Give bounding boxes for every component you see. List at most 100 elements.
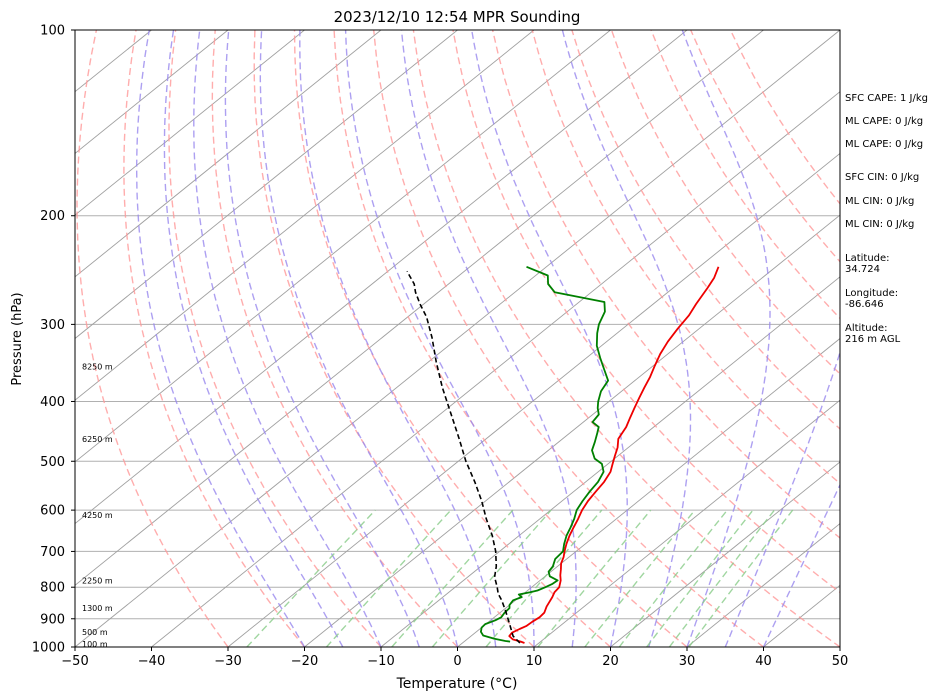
dry-adiabat-line [123, 30, 306, 647]
x-tick-label: −20 [291, 654, 318, 669]
y-tick-label: 1000 [32, 641, 65, 656]
mixing-ratio-line [431, 509, 552, 647]
altitude-text: Altitude: 216 m AGL [845, 323, 901, 345]
y-tick-label: 400 [40, 395, 65, 410]
isotherm-line [75, 30, 535, 401]
moist-adiabat-line [299, 30, 497, 647]
moist-adiabat-line [136, 30, 306, 647]
mixing-ratio-line [325, 509, 452, 647]
mixing-ratio-line [646, 509, 754, 647]
y-tick-label: 900 [40, 612, 65, 627]
dry-adiabat-line [211, 30, 458, 647]
moist-adiabat-line [724, 30, 840, 647]
moist-adiabat-line [344, 30, 535, 647]
mixing-ratio-line [391, 509, 514, 647]
dry-adiabat-line [168, 30, 382, 647]
x-tick-label: −40 [138, 654, 165, 669]
height-label: 500 m [82, 628, 108, 637]
isotherm-line [75, 30, 764, 586]
height-labels: 100 m 500 m 1300 m 2250 m 4250 m 6250 m 8250 m [82, 362, 113, 649]
sfc-cin-text: SFC CIN: 0 J/kg [845, 172, 920, 183]
longitude-text: Longitude: -86.646 [845, 288, 899, 310]
isotherm-line [686, 523, 840, 647]
isotherm-line [75, 30, 458, 340]
dry-adiabat-line [373, 30, 764, 647]
ml-cape-text-2: ML CAPE: 0 J/kg [845, 139, 924, 150]
ml-cin-text: ML CIN: 0 J/kg [845, 196, 915, 207]
y-tick-label: 600 [40, 504, 65, 519]
height-label: 100 m [82, 640, 108, 649]
y-axis-label: Pressure (hPa) [10, 292, 25, 385]
mixing-ratio-line [485, 509, 603, 647]
mixing-ratio-line [537, 509, 652, 647]
x-tick-label: −10 [367, 654, 394, 669]
isotherm-line [75, 30, 382, 278]
ml-cin-text-2: ML CIN: 0 J/kg [845, 219, 915, 230]
dry-adiabat-line [571, 30, 840, 430]
moist-adiabat-line [193, 30, 382, 647]
dry-adiabat-line [531, 30, 840, 485]
isotherm-line [75, 30, 611, 463]
dry-adiabat-line [491, 30, 840, 539]
y-tick-label: 200 [40, 209, 65, 224]
isotherm-line [610, 461, 840, 647]
x-tick-label: 10 [526, 654, 543, 669]
mixing-ratio-line [688, 509, 794, 647]
x-tick-label: −50 [61, 654, 88, 669]
isotherm-line [151, 91, 840, 647]
isotherm-line [533, 399, 840, 647]
moist-adiabat-line [561, 30, 692, 647]
mixing-ratio-line [584, 509, 696, 647]
moist-adiabat-line [259, 30, 459, 647]
x-tick-label: −30 [214, 654, 241, 669]
height-label: 6250 m [82, 435, 113, 444]
parcel-trace [406, 270, 521, 644]
height-label: 2250 m [82, 576, 113, 585]
dry-adiabat-line [253, 30, 535, 647]
x-tick-label: 50 [832, 654, 849, 669]
mixing-ratio-line [668, 509, 775, 647]
ml-cape-text: ML CAPE: 0 J/kg [845, 116, 924, 127]
isotherm-line [75, 30, 229, 154]
isotherm-line [75, 30, 688, 525]
dry-adiabat-line [452, 30, 840, 594]
x-tick-label: 0 [453, 654, 461, 669]
y-tick-label: 300 [40, 318, 65, 333]
sounding-traces [406, 265, 720, 644]
x-tick-label: 20 [602, 654, 619, 669]
dry-adiabat-line [76, 30, 229, 647]
sfc-cape-text: SFC CAPE: 1 J/kg [845, 93, 928, 104]
moist-adiabat-line [681, 30, 771, 647]
moist-adiabat-line [471, 30, 628, 647]
mixing-ratio-line [246, 509, 376, 647]
x-tick-label: 30 [679, 654, 696, 669]
dry-adiabat-line [333, 30, 688, 647]
chart-title: 2023/12/10 12:54 MPR Sounding [334, 8, 581, 26]
isotherm-line [457, 337, 840, 647]
height-label: 1300 m [82, 604, 113, 613]
y-tick-label: 700 [40, 545, 65, 560]
isotherm-line [75, 30, 305, 216]
temperature-trace [508, 266, 720, 644]
y-tick-label: 800 [40, 581, 65, 596]
height-label: 8250 m [82, 362, 113, 371]
isotherm-line [75, 30, 840, 647]
moist-adiabat-line [224, 30, 420, 647]
dry-adiabat-line [610, 30, 840, 375]
dry-adiabat-line [293, 30, 611, 647]
y-tick-label: 500 [40, 455, 65, 470]
mixing-ratio-line [618, 509, 728, 647]
latitude-text: Latitude: 34.724 [845, 253, 890, 275]
x-tick-label: 40 [755, 654, 772, 669]
y-axis: 1000 900 800 700 600 500 400 300 200 100 [32, 24, 75, 656]
isotherm-line [227, 152, 840, 647]
moist-adiabat-line [163, 30, 344, 647]
moist-adiabat-line [762, 483, 840, 647]
background-grid [75, 30, 840, 647]
x-axis-label: Temperature (°C) [396, 676, 518, 692]
isotherm-line [304, 214, 840, 647]
height-label: 4250 m [82, 511, 113, 520]
x-axis: −50 −40 −30 −20 −10 0 10 20 30 40 50 [61, 647, 848, 669]
y-tick-label: 100 [40, 24, 65, 39]
